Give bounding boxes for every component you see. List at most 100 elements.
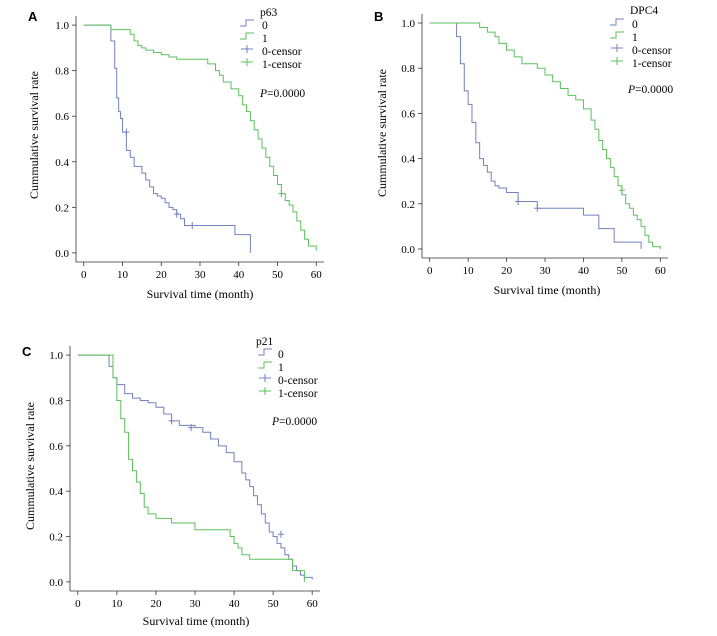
panel-a-series-0-curve [83,24,251,253]
panel-a-legend-0-censor: 0-censor [262,46,302,58]
panel-c-xtick-label: 60 [307,598,319,610]
panel-c-legend-1-censor: 1-censor [278,388,318,400]
panel-b-xtick-label: 40 [578,265,590,277]
panel-b-ytick-label: 0.2 [401,199,415,211]
panel-c-xtick-label: 30 [190,598,202,610]
panel-a-xlabel: Survival time (month) [147,287,254,301]
panel-b-xtick-label: 10 [463,265,475,277]
panel-b-plot: 0 10 20 30 40 50 600.00.20.40.60.81.0 [401,14,668,277]
panel-c-xtick-label: 20 [150,598,162,610]
panel-a-xtick-label: 0 [81,269,87,281]
panel-a-pvalue: P=0.0000 [259,88,305,100]
panel-b-legend-censor-symbol [611,44,623,52]
panel-c-legend-step-symbol [258,361,272,369]
panel-c-legend-0-censor: 0-censor [278,375,318,387]
panel-a-ytick-label: 0.4 [55,157,69,169]
panel-b-legend-censor-symbol [611,57,623,65]
panel-a-ytick-label: 0.2 [55,202,69,214]
panel-a-ytick-label: 0.0 [55,248,69,260]
panel-c-pvalue: P=0.0000 [271,416,317,428]
panel-a-legend-step-symbol [240,32,254,40]
panel-a-letter: A [28,9,38,24]
panel-c-xtick-label: 0 [75,598,81,610]
panel-a-xtick-label: 10 [117,269,129,281]
panel-c-legend-step-symbol [258,348,272,356]
panel-b-series-0-censor-mark [515,198,522,206]
panel-b-ytick-label: 0.8 [401,63,415,75]
panel-c-xlabel: Survival time (month) [143,614,250,628]
panel-a-series-1-curve [83,24,317,251]
panel-b-ytick-label: 0.0 [401,244,415,256]
panel-a-xtick-label: 50 [272,269,284,281]
panel-b: B 0 10 20 30 40 50 600.00.20.40.60.81.0 Surviv… [374,5,673,297]
panel-b-legend: DPC4 0 1 0-censor 1-censor [630,5,672,70]
panel-b-xtick-label: 30 [540,265,552,277]
panel-c-ytick-label: 0.2 [49,532,63,544]
panel-a-legend-1: 1 [262,33,268,45]
panel-a-legend-1-censor: 1-censor [262,59,302,71]
panel-b-legend-step-symbol [610,31,624,39]
panel-b-legend-title: DPC4 [630,5,658,17]
panel-b-ytick-label: 0.6 [401,108,415,120]
panel-a-series-0-censor-mark [189,222,196,230]
panel-b-xtick-label: 60 [655,265,667,277]
panel-c-series-0-curve [77,354,313,580]
panel-a-legend-censor-symbol [241,58,253,66]
panel-c-xtick-label: 10 [111,598,123,610]
panel-a-ytick-label: 0.6 [55,111,69,123]
panel-a-xtick-label: 40 [233,269,245,281]
panel-b-legend-0: 0 [632,19,638,31]
panel-b-series-0-censor-mark [534,204,541,212]
panel-c-legend-censor-symbol [259,374,271,382]
panel-a-xtick-label: 30 [195,269,207,281]
panel-a-ylabel: Cummulative survival rate [27,71,41,199]
panel-a-xtick-label: 60 [311,269,323,281]
panel-c-ytick-label: 1.0 [49,350,63,362]
panel-a-legend-step-symbol [240,19,254,27]
panel-c-plot: 0 10 20 30 40 50 600.00.20.40.60.81.0 [49,346,320,610]
panel-c-legend-1: 1 [278,362,284,374]
panel-a-legend-0: 0 [262,20,268,32]
panel-a-legend-censor-symbol [241,45,253,53]
panel-c-ytick-label: 0.6 [49,441,63,453]
panel-b-series-0-curve [429,22,642,249]
panel-b-ytick-label: 1.0 [401,18,415,30]
panel-b-xlabel: Survival time (month) [494,283,601,297]
panel-c-xtick-label: 50 [268,598,280,610]
panel-c-letter: C [22,344,32,359]
panel-c-legend-title: p21 [256,336,274,348]
panel-a-series-1-censor-mark [278,190,285,198]
panel-c-ytick-label: 0.8 [49,395,63,407]
panel-b-ytick-label: 0.4 [401,154,415,166]
panel-b-legend-1: 1 [632,32,638,44]
panel-a-plot: 0 10 20 30 40 50 600.00.20.40.60.81.0 [55,16,324,281]
panel-b-pvalue: P=0.0000 [627,84,673,96]
panel-b-series-1-censor-mark [618,186,625,194]
panel-c-ylabel: Cummulative survival rate [23,402,37,530]
panel-c-ytick-label: 0.0 [49,577,63,589]
panel-c-series-1-curve [77,354,305,582]
panel-b-ylabel: Cummulative survival rate [375,69,389,197]
panel-b-xtick-label: 0 [427,265,433,277]
panel-a-ytick-label: 1.0 [55,20,69,32]
panel-a-ytick-label: 0.8 [55,66,69,78]
panel-c-legend-0: 0 [278,349,284,361]
panel-c-series-0-censor-mark [168,417,175,425]
panel-a: A 0 10 20 30 40 50 600.00.20.40.60.81.0 Surviv… [27,7,324,301]
panel-c-legend: p21 0 1 0-censor 1-censor [256,336,318,400]
panel-c: C 0 10 20 30 40 50 600.00.20.40.60.81.0 Surviv… [22,336,320,628]
panel-a-series-0-censor-mark [173,210,180,218]
panel-a-series-0-censor-mark [123,128,130,136]
panel-c-series-0-censor-mark [188,424,195,432]
panel-c-ytick-label: 0.4 [49,486,63,498]
panel-a-xtick-label: 20 [156,269,168,281]
panel-b-xtick-label: 20 [501,265,513,277]
panel-a-legend: p63 0 1 0-censor 1-censor [260,7,302,71]
panel-b-letter: B [374,9,383,24]
panel-a-legend-title: p63 [260,7,278,19]
panel-b-legend-0-censor: 0-censor [632,45,672,57]
panel-b-xtick-label: 50 [616,265,628,277]
panel-b-legend-1-censor: 1-censor [632,58,672,70]
panel-b-series-1-curve [429,22,661,249]
